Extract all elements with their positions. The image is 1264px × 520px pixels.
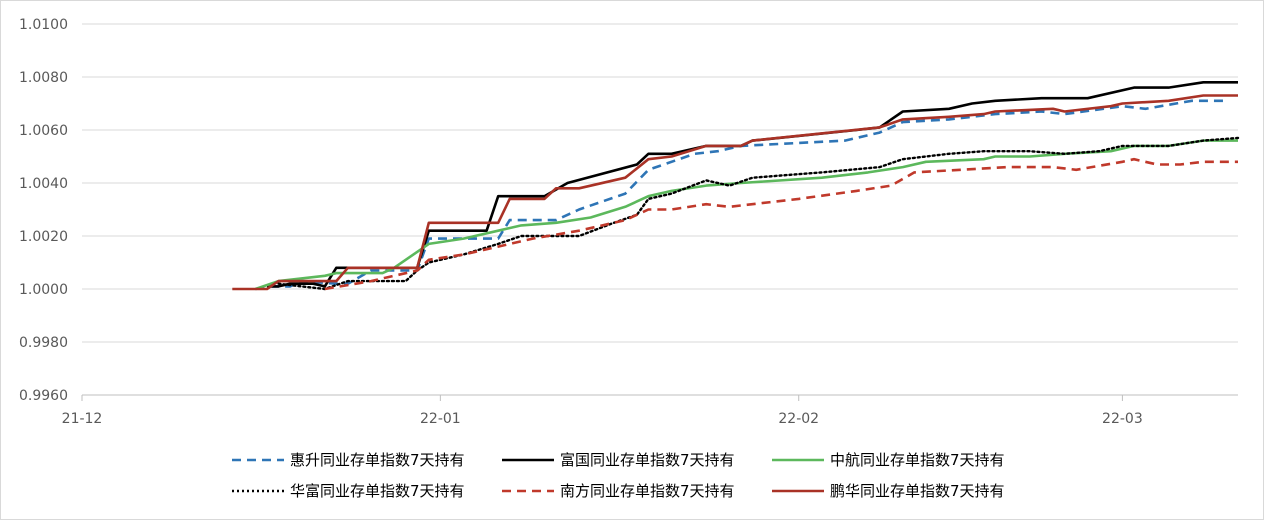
x-tick-label: 22-02: [778, 411, 819, 427]
legend-label: 惠升同业存单指数7天持有: [290, 451, 465, 469]
y-tick-label: 1.0000: [19, 282, 68, 298]
y-tick-label: 1.0020: [19, 229, 68, 245]
legend: 惠升同业存单指数7天持有 富国同业存单指数7天持有 中航同业存单指数7天持有华富同业…: [232, 451, 1005, 500]
y-tick-label: 0.9980: [19, 335, 68, 351]
y-tick-label: 1.0100: [19, 17, 68, 33]
y-axis: 0.9960 0.9980 1.0000 1.0020 1.0040 1.0060 1.00…: [19, 17, 68, 404]
series-lines: [232, 81, 1240, 291]
x-tick-label: 22-03: [1102, 411, 1143, 427]
legend-label: 南方同业存单指数7天持有: [560, 482, 735, 500]
y-tick-label: 1.0040: [19, 176, 68, 192]
x-tick-label: 22-01: [420, 411, 461, 427]
legend-label: 中航同业存单指数7天持有: [830, 451, 1005, 469]
legend-label: 华富同业存单指数7天持有: [290, 482, 465, 500]
series-line-5: [324, 157, 1238, 291]
legend-label: 富国同业存单指数7天持有: [560, 451, 735, 469]
gridlines: [82, 23, 1238, 343]
y-tick-label: 0.9960: [19, 388, 68, 404]
y-tick-label: 1.0080: [19, 70, 68, 86]
series-line-1: [255, 99, 1227, 291]
x-tick-label: 21-12: [62, 411, 103, 427]
series-line-6: [232, 94, 1238, 291]
x-axis: 21-12 22-01 22-02 22-03: [62, 394, 1238, 427]
legend-label: 鹏华同业存单指数7天持有: [830, 482, 1005, 500]
y-tick-label: 1.0060: [19, 123, 68, 139]
